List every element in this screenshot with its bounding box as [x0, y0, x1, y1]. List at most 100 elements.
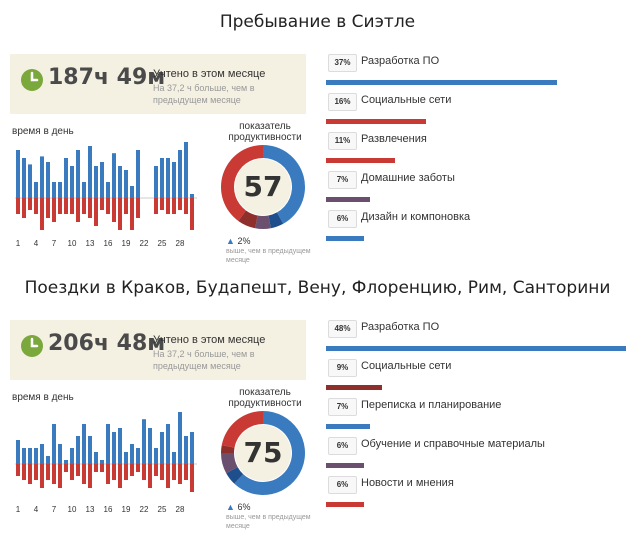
bar-distracting [64, 198, 68, 214]
bar-productive [160, 158, 164, 198]
bar-productive [16, 150, 20, 198]
bar-productive [34, 448, 38, 464]
category-bar [326, 385, 382, 390]
bar-distracting [106, 198, 110, 214]
total-time: 206ч 48м [48, 331, 166, 356]
bar-distracting [178, 464, 182, 484]
x-tick-label: 10 [68, 505, 77, 514]
bar-productive [94, 452, 98, 464]
bar-distracting [70, 198, 74, 214]
bar-productive [16, 440, 20, 464]
section-title: Поездки в Краков, Будапешт, Вену, Флорен… [24, 278, 611, 298]
category-row: 6% Обучение и справочные материалы [326, 435, 626, 473]
donut-slice [263, 145, 305, 224]
per-day-label: время в день [12, 126, 74, 137]
bar-productive [190, 194, 194, 198]
bar-distracting [16, 198, 20, 214]
x-tick-label: 4 [34, 505, 39, 514]
bar-productive [190, 432, 194, 464]
category-percent: 6% [328, 210, 357, 228]
bar-distracting [160, 464, 164, 480]
daily-bar-chart: 1 4 7 10 13 16 19 22 25 28 [15, 142, 197, 248]
bar-distracting [124, 464, 128, 480]
category-row: 7% Переписка и планирование [326, 396, 626, 434]
bar-productive [46, 456, 50, 464]
bar-productive [130, 444, 134, 464]
bar-productive [82, 182, 86, 198]
category-name: Обучение и справочные материалы [361, 438, 545, 450]
x-tick-label: 7 [52, 239, 57, 248]
bar-distracting [100, 464, 104, 472]
productivity-delta: ▲ 6% [226, 502, 250, 512]
bar-productive [178, 150, 182, 198]
bar-distracting [166, 198, 170, 214]
category-percent: 6% [328, 437, 357, 455]
category-bar [326, 236, 364, 241]
bar-distracting [40, 198, 44, 230]
bar-distracting [28, 464, 32, 484]
x-tick-label: 1 [16, 239, 21, 248]
bar-productive [154, 448, 158, 464]
category-name: Новости и мнения [361, 477, 454, 489]
bar-distracting [124, 198, 128, 214]
category-bar [326, 346, 626, 351]
bar-productive [76, 436, 80, 464]
x-tick-label: 25 [158, 239, 167, 248]
productivity-delta: ▲ 2% [226, 236, 250, 246]
productivity-donut [221, 145, 305, 229]
bar-distracting [136, 198, 140, 218]
bar-productive [124, 170, 128, 198]
bar-productive [184, 142, 188, 198]
bar-distracting [142, 464, 146, 480]
bar-productive [160, 432, 164, 464]
bar-productive [52, 182, 56, 198]
section-title: Пребывание в Сиэтле [219, 12, 416, 32]
bar-distracting [154, 464, 158, 476]
category-bar [326, 119, 426, 124]
category-name: Разработка ПО [361, 321, 440, 333]
category-row: 16% Социальные сети [326, 91, 626, 129]
x-tick-label: 16 [104, 239, 113, 248]
total-time: 187ч 49м [48, 65, 166, 90]
category-name: Разработка ПО [361, 55, 440, 67]
bar-distracting [100, 198, 104, 210]
bar-distracting [118, 464, 122, 488]
bar-distracting [190, 198, 194, 230]
bar-productive [118, 166, 122, 198]
bar-productive [106, 182, 110, 198]
category-bar [326, 502, 364, 507]
donut-center [235, 425, 291, 481]
category-row: 7% Домашние заботы [326, 169, 626, 207]
x-tick-label: 7 [52, 505, 57, 514]
bar-distracting [160, 198, 164, 210]
donut-slice [268, 212, 284, 229]
bar-distracting [34, 198, 38, 214]
bar-productive [28, 448, 32, 464]
bar-productive [130, 186, 134, 198]
bar-distracting [154, 198, 158, 214]
category-percent: 9% [328, 359, 357, 377]
bar-productive [52, 424, 56, 464]
bar-productive [58, 444, 62, 464]
delta-label: выше, чем в предыдущем месяце [226, 248, 311, 264]
category-name: Социальные сети [361, 360, 452, 372]
bar-distracting [46, 198, 50, 218]
bar-productive [88, 146, 92, 198]
bar-distracting [58, 464, 62, 488]
category-name: Переписка и планирование [361, 399, 502, 411]
category-row: 9% Социальные сети [326, 357, 626, 395]
section-seattle: Пребывание в Сиэтле 187ч 49м Учтено в эт… [0, 12, 635, 274]
bar-distracting [184, 464, 188, 480]
daily-bar-chart: 1 4 7 10 13 16 19 22 25 28 [15, 412, 197, 514]
counted-label: Учтено в этом месяце [153, 68, 266, 80]
category-bar [326, 158, 395, 163]
bar-distracting [46, 464, 50, 480]
donut-slice [221, 453, 238, 474]
bar-distracting [28, 198, 32, 210]
x-tick-label: 13 [86, 239, 95, 248]
bar-distracting [112, 198, 116, 222]
bar-distracting [178, 198, 182, 210]
clock-icon [21, 335, 43, 357]
category-row: 37% Разработка ПО [326, 52, 626, 90]
category-percent: 48% [328, 320, 357, 338]
